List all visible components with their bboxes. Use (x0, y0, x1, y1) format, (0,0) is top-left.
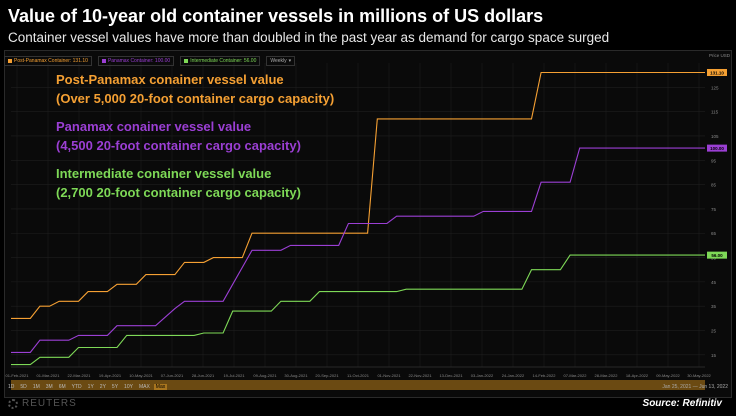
y-tick-label: 15 (711, 353, 717, 358)
x-tick-label: 30-May-2022 (687, 373, 711, 378)
last-value-badge (707, 251, 727, 259)
chart-panel: 152535455565758595105115125Price USD01-F… (4, 50, 732, 398)
y-tick-label: 95 (711, 158, 717, 163)
range-button-1d[interactable]: 1D (8, 384, 15, 390)
last-value-label: 100.00 (710, 146, 724, 151)
legend-item-panamax[interactable]: Panamax Container: 100.00 (97, 56, 175, 66)
x-tick-label: 30-Aug-2021 (284, 373, 308, 378)
x-tick-label: 01-Nov-2021 (377, 373, 401, 378)
last-value-badge (707, 144, 727, 152)
reuters-dots-icon (8, 398, 18, 409)
y-tick-label: 25 (711, 329, 717, 334)
range-button-ytd[interactable]: YTD (71, 384, 82, 390)
annotation-line: (2,700 20-foot container cargo capacity) (56, 185, 301, 200)
x-tick-label: 07-Jun-2021 (161, 373, 184, 378)
last-value-label: 131.10 (710, 70, 724, 75)
range-buttons: 1D 5D 1M 3M 6M YTD 1Y 2Y 5Y 10Y MAX Max (6, 384, 168, 390)
x-tick-label: 20-Sep-2021 (315, 373, 339, 378)
logo-text: REUTERS (22, 398, 77, 409)
range-button-10y[interactable]: 10Y (124, 384, 133, 390)
range-scrubber (11, 380, 705, 390)
y-tick-label: 105 (711, 134, 719, 139)
y-tick-label: 45 (711, 280, 717, 285)
chevron-down-icon: ▾ (288, 58, 292, 64)
x-tick-label: 22-Nov-2021 (408, 373, 432, 378)
annotation-intermediate: Intermediate conainer vessel value (2,70… (56, 164, 301, 202)
series-line-panamax (11, 147, 705, 353)
legend-label: Intermediate Container: 56.00 (190, 58, 257, 64)
x-tick-label: 10-May-2021 (129, 373, 153, 378)
y-tick-label: 65 (711, 231, 717, 236)
y-axis-label: Price USD (709, 53, 731, 58)
annotation-line: (4,500 20-foot container cargo capacity) (56, 138, 301, 153)
range-button-1m[interactable]: 1M (32, 384, 40, 390)
range-button-6m[interactable]: 6M (58, 384, 66, 390)
series-line-intermediate (11, 254, 705, 366)
x-tick-label: 03-Jan-2022 (471, 373, 494, 378)
x-tick-label: 28-Jun-2021 (192, 373, 215, 378)
legend-toolbar: Post-Panamax Container: 131.10 Panamax C… (4, 56, 296, 66)
legend-label: Post-Panamax Container: 131.10 (14, 58, 88, 64)
last-value-label: 56.00 (711, 253, 723, 258)
legend-item-intermediate[interactable]: Intermediate Container: 56.00 (180, 56, 261, 66)
annotation-post-panamax: Post-Panamax conainer vessel value (Over… (56, 70, 334, 108)
x-tick-label: 19-Apr-2021 (99, 373, 122, 378)
x-tick-label: 01-Mar-2021 (37, 373, 61, 378)
x-tick-label: 13-Dec-2021 (439, 373, 463, 378)
x-tick-label: 11-Oct-2021 (347, 373, 370, 378)
interval-label: Weekly (270, 58, 287, 64)
range-button-5d[interactable]: 5D (20, 384, 27, 390)
x-tick-label: 09-Aug-2021 (253, 373, 277, 378)
annotation-line: Post-Panamax conainer vessel value (56, 72, 284, 87)
chart-subtitle: Container vessel values have more than d… (8, 30, 610, 45)
y-tick-label: 125 (711, 85, 719, 90)
range-button-5y[interactable]: 5Y (111, 384, 119, 390)
x-tick-label: 07-Mar-2022 (564, 373, 588, 378)
x-tick-label: 22-Mar-2021 (68, 373, 92, 378)
range-button-2y[interactable]: 2Y (99, 384, 106, 390)
last-value-badge (707, 68, 727, 76)
x-tick-label: 19-Jul-2021 (223, 373, 245, 378)
reuters-logo: REUTERS (8, 398, 77, 409)
chart-title: Value of 10-year old container vessels i… (8, 6, 544, 26)
x-tick-label: 28-Mar-2022 (595, 373, 619, 378)
x-tick-label: 14-Feb-2022 (533, 373, 557, 378)
line-chart: 152535455565758595105115125Price USD01-F… (6, 53, 731, 390)
y-tick-label: 75 (711, 207, 717, 212)
source-note: Source: Refinitiv (642, 398, 722, 409)
range-button-max[interactable]: MAX (138, 384, 150, 390)
y-tick-label: 115 (711, 110, 719, 115)
range-button-max[interactable]: Max (153, 384, 168, 390)
annotation-line: Panamax conainer vessel value (56, 119, 252, 134)
range-button-3m[interactable]: 3M (45, 384, 53, 390)
legend-item-post-panamax[interactable]: Post-Panamax Container: 131.10 (4, 56, 92, 66)
x-tick-label: 01-Feb-2021 (6, 373, 30, 378)
x-tick-label: 18-Apr-2022 (626, 373, 649, 378)
date-range: Jan 25, 2021 — Jun 13, 2022 (662, 384, 728, 390)
annotation-line: (Over 5,000 20-foot container cargo capa… (56, 91, 335, 106)
x-tick-label: 09-May-2022 (656, 373, 680, 378)
y-tick-label: 35 (711, 304, 717, 309)
series-line-post-panamax (11, 71, 705, 319)
annotation-line: Intermediate conainer vessel value (56, 166, 272, 181)
x-tick-label: 24-Jan-2022 (502, 373, 525, 378)
range-button-1y[interactable]: 1Y (87, 384, 94, 390)
annotation-panamax: Panamax conainer vessel value (4,500 20-… (56, 117, 301, 155)
y-tick-label: 85 (711, 183, 717, 188)
interval-select[interactable]: Weekly ▾ (266, 56, 296, 66)
legend-label: Panamax Container: 100.00 (107, 58, 171, 64)
